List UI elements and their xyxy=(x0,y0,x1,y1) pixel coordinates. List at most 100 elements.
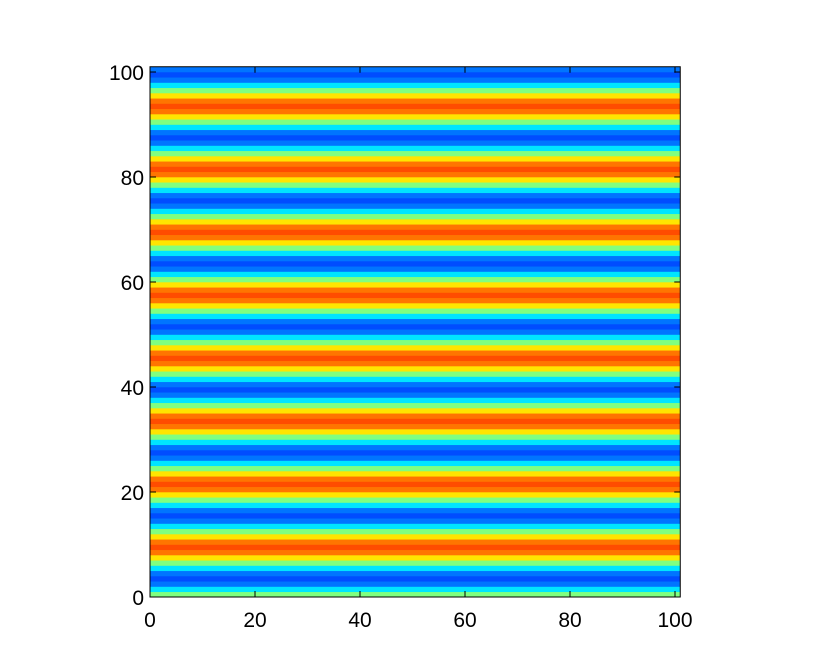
heat-row xyxy=(150,98,681,104)
heat-row xyxy=(150,408,681,414)
heat-row xyxy=(150,497,681,503)
plot-frame xyxy=(149,66,681,598)
x-tick-label: 20 xyxy=(243,609,266,632)
heat-row xyxy=(150,287,681,293)
y-tick-label: 80 xyxy=(121,167,144,190)
heat-row xyxy=(150,455,681,461)
heat-row xyxy=(150,103,681,110)
heat-row xyxy=(150,261,681,267)
heat-row xyxy=(150,465,681,472)
heat-row xyxy=(150,187,681,194)
heat-row xyxy=(150,471,681,477)
heat-row xyxy=(150,392,681,398)
heat-row xyxy=(150,303,681,309)
heat-row xyxy=(150,297,681,304)
heat-row xyxy=(150,119,681,125)
heat-row xyxy=(150,423,681,430)
heat-row xyxy=(150,266,681,272)
heat-row xyxy=(150,397,681,404)
heat-row xyxy=(150,124,681,131)
heat-row xyxy=(150,345,681,351)
heat-row xyxy=(150,334,681,341)
heat-row xyxy=(150,481,681,488)
heat-row xyxy=(150,581,681,587)
heat-row xyxy=(150,203,681,209)
heat-row xyxy=(150,434,681,440)
heat-row xyxy=(150,371,681,377)
heat-row xyxy=(150,114,681,120)
heat-row xyxy=(150,156,681,162)
heat-row xyxy=(150,276,681,283)
x-tick-label: 60 xyxy=(453,609,476,632)
heat-row xyxy=(150,586,681,593)
heat-row xyxy=(150,213,681,220)
heat-row xyxy=(150,534,681,540)
heat-row xyxy=(150,229,681,236)
heat-row xyxy=(150,313,681,320)
x-tick-label: 40 xyxy=(348,609,371,632)
heat-row xyxy=(150,418,681,425)
heat-row xyxy=(150,444,681,451)
heat-row xyxy=(150,429,681,435)
heat-row xyxy=(150,72,681,78)
heat-row xyxy=(150,240,681,246)
heat-row xyxy=(150,161,681,167)
heat-row xyxy=(150,245,681,251)
heat-row xyxy=(150,145,681,152)
heat-row xyxy=(150,376,681,383)
heat-row xyxy=(150,570,681,577)
heat-row xyxy=(150,366,681,372)
heat-row xyxy=(150,402,681,409)
heat-row xyxy=(150,355,681,362)
heat-row xyxy=(150,350,681,356)
heat-row xyxy=(150,360,681,367)
heat-row xyxy=(150,544,681,551)
heat-row xyxy=(150,87,681,94)
heat-row xyxy=(150,224,681,230)
heat-row xyxy=(150,250,681,257)
heat-row xyxy=(150,108,681,115)
heat-row xyxy=(150,528,681,535)
heat-row xyxy=(150,198,681,204)
heat-row xyxy=(150,282,681,288)
y-tick-label: 100 xyxy=(109,62,144,85)
heat-row xyxy=(150,549,681,556)
y-tick-label: 40 xyxy=(121,377,144,400)
heat-row xyxy=(150,140,681,146)
y-tick-label: 20 xyxy=(121,482,144,505)
heat-row xyxy=(150,308,681,314)
heat-row xyxy=(150,513,681,519)
heat-row xyxy=(150,576,681,582)
heat-row xyxy=(150,255,681,262)
heat-row xyxy=(150,460,681,467)
x-tick-label: 100 xyxy=(657,609,692,632)
heat-row xyxy=(150,439,681,446)
y-tick-label: 0 xyxy=(132,587,144,610)
heat-row xyxy=(150,135,681,141)
heat-row xyxy=(150,150,681,157)
heat-row xyxy=(150,486,681,493)
heat-row xyxy=(150,166,681,173)
heat-row xyxy=(150,518,681,524)
heat-row xyxy=(150,129,681,136)
heat-row xyxy=(150,171,681,178)
heat-row xyxy=(150,208,681,215)
heat-row xyxy=(150,539,681,545)
heat-row xyxy=(150,387,681,393)
heat-row xyxy=(150,492,681,498)
heat-row xyxy=(150,192,681,199)
heat-row xyxy=(150,66,681,73)
heat-row xyxy=(150,77,681,83)
y-tick-label: 60 xyxy=(121,272,144,295)
x-tick-label: 80 xyxy=(558,609,581,632)
x-tick-label: 0 xyxy=(144,609,156,632)
heat-row xyxy=(150,182,681,188)
heat-row xyxy=(150,93,681,99)
heat-row xyxy=(150,318,681,325)
heat-row xyxy=(150,450,681,456)
heat-row xyxy=(150,413,681,419)
heat-row xyxy=(150,219,681,225)
heat-row xyxy=(150,502,681,509)
